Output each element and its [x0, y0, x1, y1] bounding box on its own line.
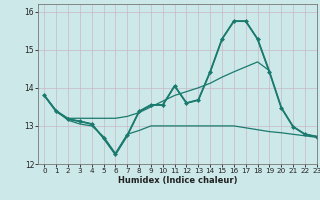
X-axis label: Humidex (Indice chaleur): Humidex (Indice chaleur)	[118, 176, 237, 185]
